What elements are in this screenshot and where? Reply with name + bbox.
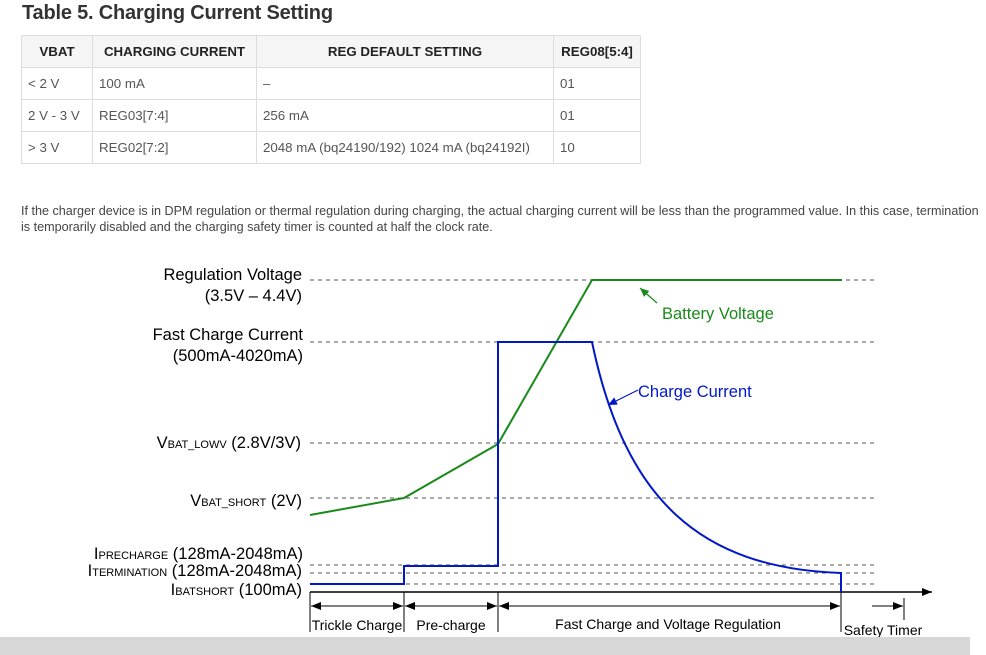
regulation-voltage-range: (3.5V – 4.4V) bbox=[205, 287, 302, 305]
itermination-label: ITERMINATION (128mA-2048mA) bbox=[88, 562, 302, 580]
charging-profile-diagram: Trickle Charge Pre-charge Fast Charge an… bbox=[88, 266, 932, 637]
charging-current-table: VBAT CHARGING CURRENT REG DEFAULT SETTIN… bbox=[21, 35, 641, 164]
table-row: 2 V - 3 V REG03[7:4] 256 mA 01 bbox=[21, 99, 641, 132]
fast-phase-label: Fast Charge and Voltage Regulation bbox=[555, 616, 781, 632]
vbat-lowv-subscript: BAT_LOWV bbox=[168, 439, 228, 451]
vbat-short-subscript: BAT_SHORT bbox=[201, 497, 266, 509]
table-title: Table 5. Charging Current Setting bbox=[22, 2, 333, 24]
itermination-symbol: I bbox=[88, 562, 93, 580]
safety-timer-label: Safety Timer bbox=[844, 622, 923, 637]
table-cell: 10 bbox=[553, 131, 641, 164]
column-header: VBAT bbox=[21, 35, 93, 68]
column-header: REG08[5:4] bbox=[553, 35, 641, 68]
ibatshort-label: IBATSHORT (100mA) bbox=[171, 581, 302, 599]
iprecharge-value: (128mA-2048mA) bbox=[168, 545, 303, 563]
itermination-subscript: TERMINATION bbox=[92, 567, 167, 579]
charge-current-curve bbox=[310, 341, 842, 592]
table-cell: 2 V - 3 V bbox=[21, 99, 93, 132]
table-header-row: VBAT CHARGING CURRENT REG DEFAULT SETTIN… bbox=[21, 35, 641, 68]
fast-charge-current-label: Fast Charge Current bbox=[153, 326, 304, 344]
table-cell: REG02[7:2] bbox=[92, 131, 257, 164]
table-cell: 01 bbox=[553, 99, 641, 132]
column-header: CHARGING CURRENT bbox=[92, 35, 257, 68]
iprecharge-symbol: I bbox=[94, 545, 99, 563]
battery-voltage-label: Battery Voltage bbox=[662, 305, 774, 323]
iprecharge-subscript: PRECHARGE bbox=[99, 550, 169, 562]
horizontal-scrollbar[interactable] bbox=[0, 637, 970, 655]
itermination-value: (128mA-2048mA) bbox=[167, 562, 302, 580]
charge-current-label: Charge Current bbox=[638, 383, 752, 401]
reference-lines bbox=[310, 279, 875, 585]
description-paragraph: If the charger device is in DPM regulati… bbox=[21, 204, 979, 234]
iprecharge-label: IPRECHARGE (128mA-2048mA) bbox=[94, 545, 303, 563]
battery-voltage-pointer bbox=[639, 287, 658, 304]
table-cell: < 2 V bbox=[21, 67, 93, 100]
column-header: REG DEFAULT SETTING bbox=[256, 35, 554, 68]
trickle-phase-label: Trickle Charge bbox=[312, 617, 403, 633]
table-cell: 100 mA bbox=[92, 67, 257, 100]
charge-current-pointer bbox=[607, 389, 639, 406]
table-row: > 3 V REG02[7:2] 2048 mA (bq24190/192) 1… bbox=[21, 131, 641, 164]
regulation-voltage-label: Regulation Voltage bbox=[163, 266, 302, 284]
table-cell: > 3 V bbox=[21, 131, 93, 164]
vbat-lowv-symbol: V bbox=[157, 434, 168, 452]
ibatshort-value: (100mA) bbox=[234, 581, 302, 599]
table-cell: – bbox=[256, 67, 554, 100]
vbat-lowv-value: (2.8V/3V) bbox=[227, 434, 301, 452]
vbat-lowv-label: VBAT_LOWV (2.8V/3V) bbox=[157, 434, 301, 452]
fast-charge-current-range: (500mA-4020mA) bbox=[173, 347, 303, 365]
table-cell: 256 mA bbox=[256, 99, 554, 132]
ibatshort-subscript: BATSHORT bbox=[175, 586, 234, 598]
table-row: < 2 V 100 mA – 01 bbox=[21, 67, 641, 100]
vbat-short-symbol: V bbox=[190, 492, 201, 510]
table-cell: REG03[7:4] bbox=[92, 99, 257, 132]
table-cell: 2048 mA (bq24190/192) 1024 mA (bq24192I) bbox=[256, 131, 554, 164]
ibatshort-symbol: I bbox=[171, 581, 176, 599]
table-cell: 01 bbox=[553, 67, 641, 100]
precharge-phase-label: Pre-charge bbox=[416, 617, 485, 633]
vbat-short-label: VBAT_SHORT (2V) bbox=[190, 492, 302, 510]
vbat-short-value: (2V) bbox=[266, 492, 302, 510]
